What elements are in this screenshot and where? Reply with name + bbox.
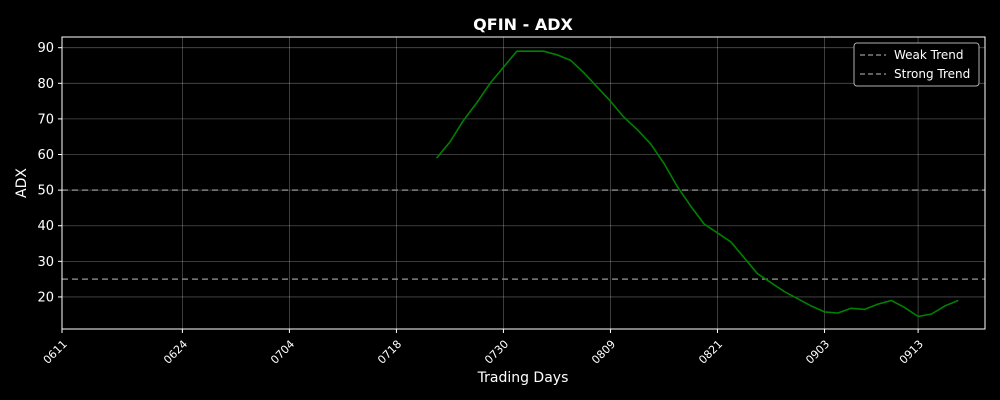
y-axis-ticks: 20 30 40 50 60 70 80 90 (37, 41, 62, 305)
legend: Weak Trend Strong Trend (853, 42, 980, 87)
x-axis-label: Trading Days (477, 370, 569, 386)
legend-label-strong-trend: Strong Trend (894, 67, 970, 81)
y-tick-label: 60 (37, 148, 54, 163)
series-layer (435, 50, 959, 318)
y-tick-label: 70 (37, 112, 54, 127)
plot-frame (61, 36, 986, 330)
adx-series-line (435, 50, 959, 318)
y-tick-label: 30 (37, 255, 54, 270)
chart-title: QFIN - ADX (473, 15, 573, 34)
y-tick-label: 50 (37, 184, 54, 199)
y-tick-label: 90 (37, 41, 54, 56)
legend-box (853, 42, 980, 87)
reference-lines (62, 189, 985, 280)
y-axis-label: ADX (14, 168, 30, 198)
legend-label-weak-trend: Weak Trend (894, 48, 964, 62)
y-tick-label: 40 (37, 219, 54, 234)
y-tick-label: 80 (37, 77, 54, 92)
y-tick-label: 20 (37, 290, 54, 305)
